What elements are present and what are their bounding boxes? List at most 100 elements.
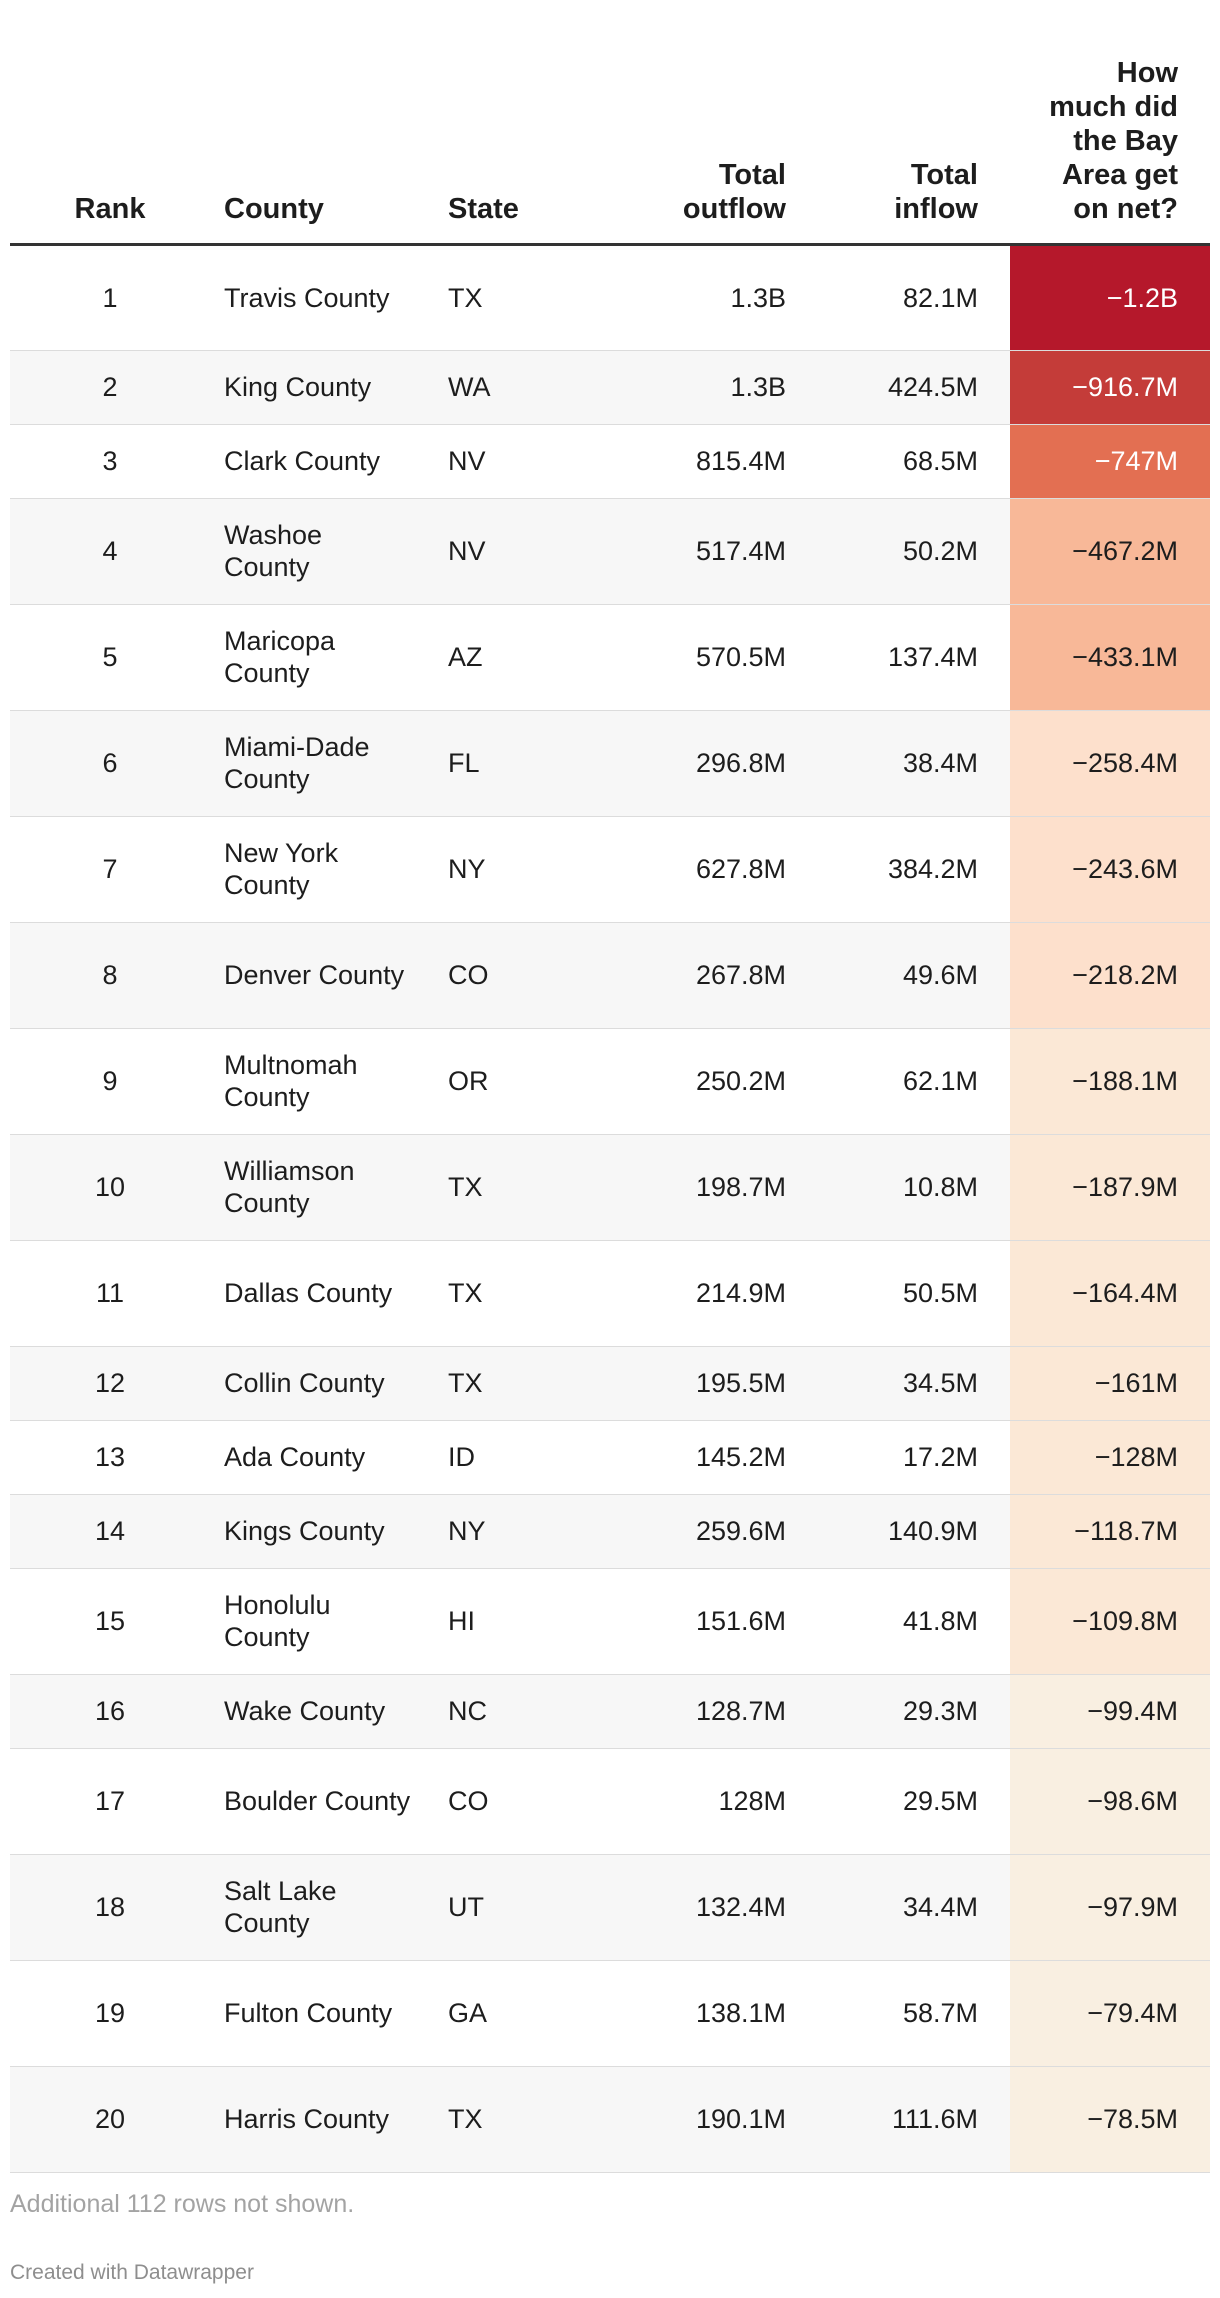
- inflow-cell: 68.5M: [810, 424, 1010, 499]
- header-rank[interactable]: Rank: [10, 0, 210, 246]
- header-state[interactable]: State: [440, 0, 600, 246]
- table-row: 15 Honolulu County HI 151.6M 41.8M −109.8M: [10, 1568, 1210, 1675]
- rank-cell: 10: [10, 1134, 210, 1241]
- rank-cell: 9: [10, 1028, 210, 1135]
- outflow-cell: 1.3B: [600, 350, 810, 425]
- net-cell: −243.6M: [1010, 816, 1210, 923]
- table-row: 7 New York County NY 627.8M 384.2M −243.6M: [10, 816, 1210, 923]
- state-cell: WA: [440, 350, 600, 425]
- state-cell: CO: [440, 1748, 600, 1855]
- header-total-inflow[interactable]: Total inflow: [810, 0, 1010, 246]
- rank-cell: 16: [10, 1674, 210, 1749]
- net-cell: −258.4M: [1010, 710, 1210, 817]
- inflow-cell: 384.2M: [810, 816, 1010, 923]
- table-row: 10 Williamson County TX 198.7M 10.8M −187.9M: [10, 1134, 1210, 1241]
- outflow-cell: 151.6M: [600, 1568, 810, 1675]
- net-cell: −433.1M: [1010, 604, 1210, 711]
- header-row: Rank County State Total outflow Total in…: [10, 0, 1210, 246]
- outflow-cell: 128M: [600, 1748, 810, 1855]
- county-cell: Dallas County: [210, 1240, 440, 1347]
- county-cell: Honolulu County: [210, 1568, 440, 1675]
- county-cell: Multnomah County: [210, 1028, 440, 1135]
- net-cell: −97.9M: [1010, 1854, 1210, 1961]
- county-name: Boulder County: [224, 1786, 411, 1816]
- rank-cell: 1: [10, 244, 210, 351]
- county-cell: Fulton County: [210, 1960, 440, 2067]
- state-cell: OR: [440, 1028, 600, 1135]
- state-cell: AZ: [440, 604, 600, 711]
- county-name: Clark County: [224, 446, 381, 476]
- header-county[interactable]: County: [210, 0, 440, 246]
- data-table-container: Rank County State Total outflow Total in…: [10, 0, 1210, 2173]
- county-cell: Ada County: [210, 1420, 440, 1495]
- state-cell: GA: [440, 1960, 600, 2067]
- outflow-cell: 145.2M: [600, 1420, 810, 1495]
- outflow-cell: 517.4M: [600, 498, 810, 605]
- rank-cell: 19: [10, 1960, 210, 2067]
- outflow-cell: 132.4M: [600, 1854, 810, 1961]
- county-cell: Wake County: [210, 1674, 440, 1749]
- outflow-cell: 195.5M: [600, 1346, 810, 1421]
- outflow-cell: 214.9M: [600, 1240, 810, 1347]
- state-cell: NY: [440, 816, 600, 923]
- county-name: Kings County: [224, 1516, 385, 1546]
- net-cell: −161M: [1010, 1346, 1210, 1421]
- inflow-cell: 34.4M: [810, 1854, 1010, 1961]
- county-name: Salt Lake County: [224, 1876, 337, 1938]
- county-name: Honolulu County: [224, 1590, 331, 1652]
- outflow-cell: 128.7M: [600, 1674, 810, 1749]
- state-cell: TX: [440, 1134, 600, 1241]
- outflow-cell: 267.8M: [600, 922, 810, 1029]
- state-cell: CO: [440, 922, 600, 1029]
- rank-cell: 4: [10, 498, 210, 605]
- rank-cell: 8: [10, 922, 210, 1029]
- table-row: 19 Fulton County GA 138.1M 58.7M −79.4M: [10, 1960, 1210, 2067]
- state-cell: ID: [440, 1420, 600, 1495]
- county-cell: Washoe County: [210, 498, 440, 605]
- inflow-cell: 17.2M: [810, 1420, 1010, 1495]
- table-row: 20 Harris County TX 190.1M 111.6M −78.5M: [10, 2066, 1210, 2173]
- table-row: 1 Travis County TX 1.3B 82.1M −1.2B: [10, 244, 1210, 351]
- state-cell: TX: [440, 244, 600, 351]
- county-name: New York County: [224, 838, 339, 900]
- county-cell: Salt Lake County: [210, 1854, 440, 1961]
- inflow-cell: 34.5M: [810, 1346, 1010, 1421]
- rank-cell: 11: [10, 1240, 210, 1347]
- outflow-cell: 296.8M: [600, 710, 810, 817]
- county-name: Multnomah County: [224, 1050, 358, 1112]
- inflow-cell: 50.5M: [810, 1240, 1010, 1347]
- county-name: Collin County: [224, 1368, 385, 1398]
- table-row: 4 Washoe County NV 517.4M 50.2M −467.2M: [10, 498, 1210, 605]
- state-cell: NY: [440, 1494, 600, 1569]
- inflow-cell: 137.4M: [810, 604, 1010, 711]
- rank-cell: 17: [10, 1748, 210, 1855]
- rank-cell: 6: [10, 710, 210, 817]
- rank-cell: 12: [10, 1346, 210, 1421]
- outflow-cell: 250.2M: [600, 1028, 810, 1135]
- county-name: Wake County: [224, 1696, 386, 1726]
- header-net[interactable]: How much did the Bay Area get on net?: [1010, 0, 1210, 246]
- inflow-cell: 10.8M: [810, 1134, 1010, 1241]
- inflow-cell: 58.7M: [810, 1960, 1010, 2067]
- net-cell: −218.2M: [1010, 922, 1210, 1029]
- net-cell: −467.2M: [1010, 498, 1210, 605]
- state-cell: HI: [440, 1568, 600, 1675]
- net-cell: −1.2B: [1010, 244, 1210, 351]
- table-row: 3 Clark County NV 815.4M 68.5M −747M: [10, 424, 1210, 499]
- county-cell: Boulder County: [210, 1748, 440, 1855]
- table-row: 18 Salt Lake County UT 132.4M 34.4M −97.9M: [10, 1854, 1210, 1961]
- rank-cell: 5: [10, 604, 210, 711]
- header-total-outflow[interactable]: Total outflow: [600, 0, 810, 246]
- inflow-cell: 29.3M: [810, 1674, 1010, 1749]
- rank-cell: 13: [10, 1420, 210, 1495]
- table-row: 11 Dallas County TX 214.9M 50.5M −164.4M: [10, 1240, 1210, 1347]
- state-cell: FL: [440, 710, 600, 817]
- datawrapper-credit[interactable]: Created with Datawrapper: [10, 2261, 254, 2284]
- outflow-cell: 570.5M: [600, 604, 810, 711]
- county-name: Fulton County: [224, 1998, 393, 2028]
- table-row: 2 King County WA 1.3B 424.5M −916.7M: [10, 350, 1210, 425]
- county-name: Travis County: [224, 282, 390, 313]
- inflow-cell: 29.5M: [810, 1748, 1010, 1855]
- rank-cell: 3: [10, 424, 210, 499]
- county-name: Dallas County: [224, 1278, 393, 1308]
